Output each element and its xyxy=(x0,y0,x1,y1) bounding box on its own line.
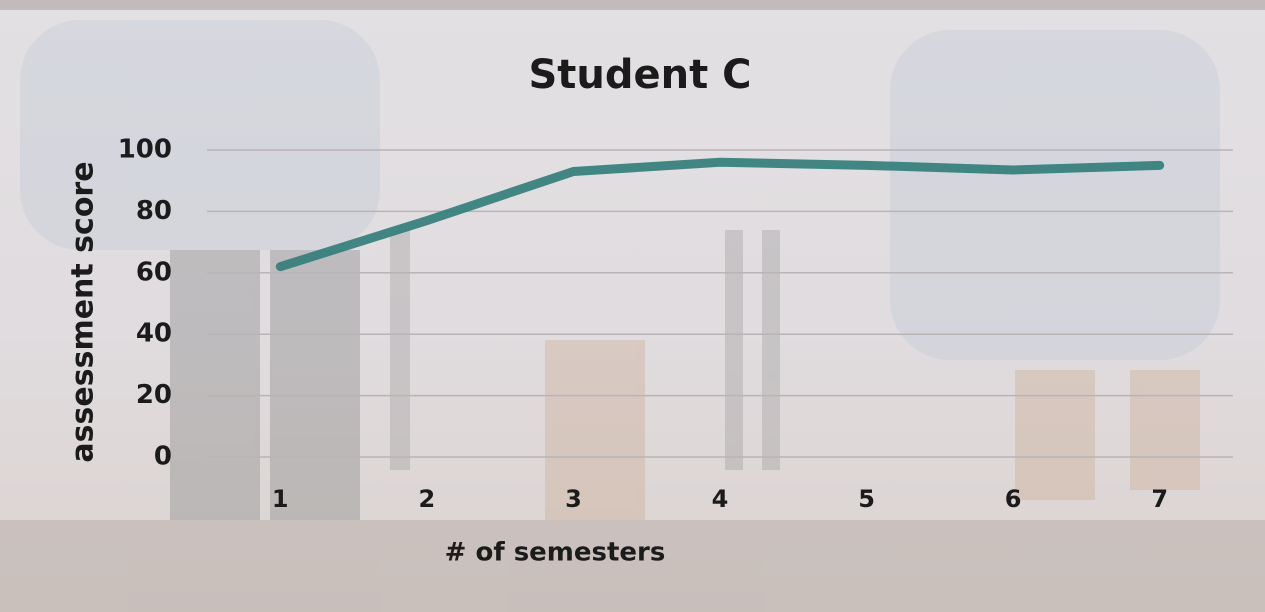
x-tick-label: 7 xyxy=(1151,485,1168,513)
x-tick-label: 2 xyxy=(419,485,436,513)
y-axis-label: assessment score xyxy=(66,161,101,462)
data-line xyxy=(275,157,1165,272)
x-tick-label: 6 xyxy=(1005,485,1022,513)
y-tick-label: 40 xyxy=(136,319,172,349)
y-tick-label: 20 xyxy=(136,380,172,410)
y-tick-label: 100 xyxy=(118,135,172,165)
y-tick-label: 80 xyxy=(136,196,172,226)
x-axis-label: # of semesters xyxy=(445,538,666,568)
x-tick-label: 4 xyxy=(712,485,729,513)
y-tick-label: 60 xyxy=(136,257,172,287)
x-tick-label: 3 xyxy=(565,485,582,513)
y-tick-label: 0 xyxy=(154,442,172,472)
x-tick-label: 1 xyxy=(272,485,289,513)
x-tick-label: 5 xyxy=(858,485,875,513)
chart-title: Student C xyxy=(528,52,751,98)
